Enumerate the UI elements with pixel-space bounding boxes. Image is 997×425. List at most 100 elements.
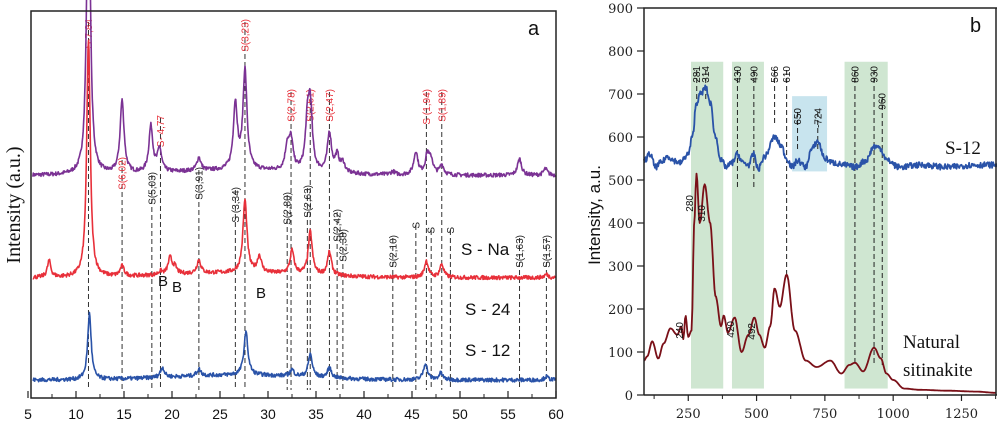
panel-a-x-axis: 5 10 15 20 25 30 35 40 45 50 55 60: [24, 391, 564, 422]
y-tick-label: 600: [608, 131, 633, 146]
panel-a-series-labels: S - Na S - 24 S - 12: [461, 240, 510, 360]
panel-b-y-axis-title: Intensity, a.u.: [585, 165, 604, 265]
reference-line-label: S- 4,77: [156, 115, 167, 148]
x-tick-label: 45: [404, 406, 420, 422]
x-tick-label: 5: [24, 406, 32, 422]
y-tick-label: 900: [608, 2, 633, 17]
reference-line-label: 314: [701, 66, 712, 83]
series-label-natural-line1: Natural: [903, 332, 960, 353]
panel-a-xrd: S-7,84 S(6,02) S(5,03) S- 4,77 S(3,91) S (3,3…: [3, 0, 564, 422]
x-tick-label: 750: [812, 407, 837, 422]
y-tick-label: 500: [608, 174, 633, 189]
peak-label: 492: [747, 323, 758, 340]
b-phase-marker: B: [172, 279, 182, 296]
panel-a-y-axis-title: Intensity (a.u.): [3, 146, 25, 263]
reference-line-label: 281: [692, 66, 703, 83]
reference-line-label: S(1,63): [515, 235, 526, 268]
x-tick-label: 500: [744, 407, 769, 422]
x-tick-label: 25: [212, 406, 228, 422]
y-tick-label: 100: [608, 346, 633, 361]
b-phase-marker: B: [158, 273, 168, 290]
peak-label: 280: [685, 195, 696, 212]
x-tick-label: 35: [308, 406, 324, 422]
shaded-band: [844, 61, 888, 389]
y-tick-label: 800: [608, 45, 633, 60]
reference-line-label: S(3,91): [194, 167, 205, 200]
reference-line-label: 566: [770, 66, 781, 83]
series-label: S - 12: [465, 341, 510, 360]
reference-line-label: 860: [850, 66, 861, 83]
reference-line-label: S(2,10): [388, 235, 399, 268]
peak-label: 420: [726, 321, 737, 338]
y-tick-label: 200: [608, 303, 633, 318]
y-tick-label: 700: [608, 88, 633, 103]
reference-line-label: S(2,78): [287, 89, 298, 122]
series-line-s-na: [32, 0, 556, 178]
panel-b-y-axis: 0 100 200 300 400 500 600 700 800 900: [608, 2, 644, 404]
shaded-band: [792, 96, 828, 172]
x-tick-label: 20: [164, 406, 180, 422]
x-tick-label: 30: [260, 406, 276, 422]
panel-b-letter: b: [970, 15, 981, 37]
panel-a-frame: [30, 10, 557, 399]
reference-line-label: S(3,23): [240, 19, 251, 52]
reference-line-label: S (1,94): [422, 89, 433, 125]
reference-line-label: S(6,02): [118, 157, 129, 190]
reference-line-label: S(2,63): [303, 185, 314, 218]
reference-line-label: S(1,89): [437, 89, 448, 122]
x-tick-label: 40: [356, 406, 372, 422]
reference-line-label: 610: [782, 66, 793, 83]
reference-line-label: S(1,57): [542, 235, 553, 268]
reference-line-label: 430: [733, 66, 744, 83]
reference-line-label: -724: [813, 108, 824, 128]
panel-a-letter: a: [528, 18, 540, 40]
b-phase-marker: B: [256, 285, 266, 302]
y-tick-label: 0: [625, 389, 633, 404]
reference-line-label: S: [427, 227, 438, 234]
panel-b-series-labels: S-12 Natural sitinakite: [903, 138, 981, 381]
reference-line-label: 930: [870, 66, 881, 83]
reference-line-label: S(2,47): [325, 89, 336, 122]
series-label-natural-line2: sitinakite: [903, 360, 973, 381]
x-tick-label: 15: [116, 406, 132, 422]
reference-line-label: S(2,42): [333, 209, 344, 242]
series-label-s12: S-12: [945, 138, 981, 159]
reference-line-label: 960: [878, 93, 889, 110]
x-tick-label: 1250: [945, 407, 978, 422]
panel-b-series: [643, 84, 997, 394]
series-line-natural-sitinakite: [643, 172, 997, 394]
series-line-s12: [643, 84, 997, 172]
panel-a-series: [32, 0, 556, 383]
panel-b-shaded-regions: [690, 61, 888, 389]
series-label: S - Na: [461, 240, 510, 259]
x-tick-label: 1000: [877, 407, 910, 422]
reference-line-label: S: [446, 227, 457, 234]
series-line-s-12: [32, 311, 556, 383]
panel-b-x-axis: 250 500 750 1000 1250: [653, 395, 997, 422]
y-tick-label: 300: [608, 260, 633, 275]
x-tick-label: 50: [452, 406, 468, 422]
reference-line-label: S(2,38): [338, 229, 349, 262]
reference-line-label: 650: [793, 108, 804, 125]
x-tick-label: 250: [676, 407, 701, 422]
reference-line-label: S(2,80): [283, 192, 294, 225]
peak-label: 310: [697, 205, 708, 222]
x-tick-label: 55: [500, 406, 516, 422]
reference-line-label: 490: [749, 66, 760, 83]
x-tick-label: 60: [548, 406, 564, 422]
shaded-band: [690, 61, 724, 389]
reference-line-label: S(5,03): [147, 172, 158, 205]
reference-line-label: S (3,34): [231, 187, 242, 223]
reference-line-label: S: [411, 222, 422, 229]
panel-a-reference-lines: S-7,84 S(6,02) S(5,03) S- 4,77 S(3,91) S (3,3…: [84, 19, 553, 390]
series-line-s-24: [32, 39, 556, 281]
y-tick-label: 400: [608, 217, 633, 232]
series-label: S - 24: [465, 300, 510, 319]
peak-label: 240: [675, 322, 686, 339]
x-tick-label: 10: [68, 406, 84, 422]
